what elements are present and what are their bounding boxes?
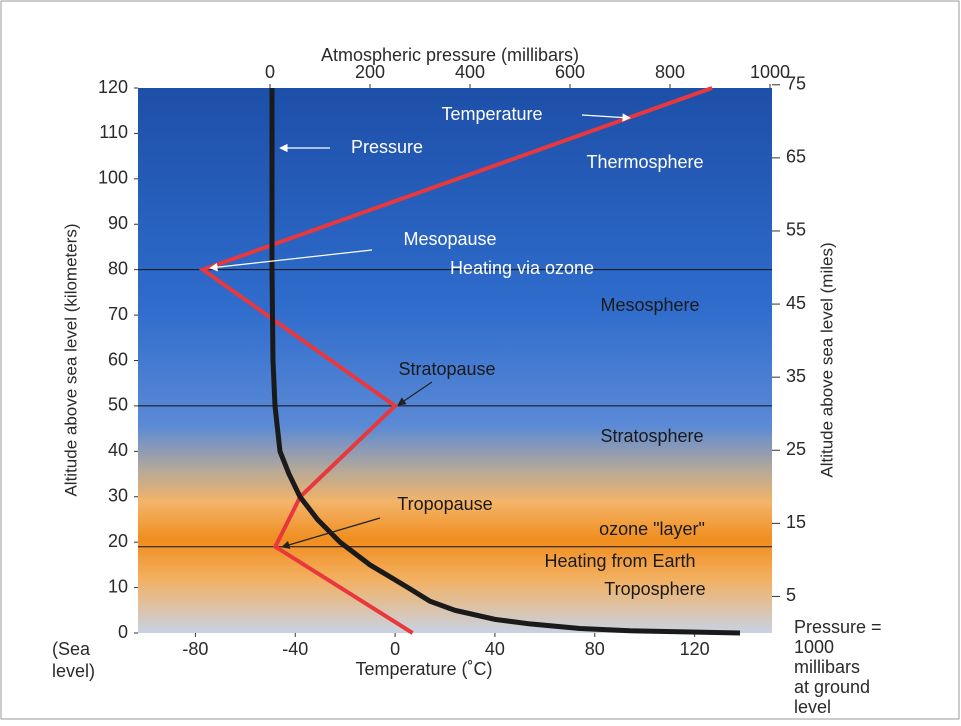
y-tick-label: 30 bbox=[108, 486, 128, 506]
annotation: Heating from Earth bbox=[544, 551, 695, 571]
x2-axis-title: Atmospheric pressure (millibars) bbox=[321, 45, 579, 65]
ground-pressure-note: at ground bbox=[794, 677, 870, 697]
x2-tick-label: 400 bbox=[455, 62, 485, 82]
annotation: Heating via ozone bbox=[450, 258, 594, 278]
annotation: Mesopause bbox=[403, 229, 496, 249]
y2-tick-label: 5 bbox=[786, 585, 796, 605]
x-tick-label: 120 bbox=[680, 639, 710, 659]
x2-tick-label: 600 bbox=[555, 62, 585, 82]
x-tick-label: -80 bbox=[182, 639, 208, 659]
y-tick-label: 60 bbox=[108, 349, 128, 369]
sea-level-label: level) bbox=[52, 661, 95, 681]
sea-level-label: (Sea bbox=[52, 639, 91, 659]
y2-tick-label: 25 bbox=[786, 439, 806, 459]
y2-tick-label: 65 bbox=[786, 147, 806, 167]
y2-tick-label: 15 bbox=[786, 512, 806, 532]
y2-tick-label: 55 bbox=[786, 220, 806, 240]
y2-axis-title: Altitude above sea level (miles) bbox=[817, 242, 836, 477]
series-label: Temperature bbox=[441, 104, 542, 124]
x-tick-label: 40 bbox=[485, 639, 505, 659]
y-tick-label: 70 bbox=[108, 304, 128, 324]
y-tick-label: 0 bbox=[118, 622, 128, 642]
y-tick-label: 40 bbox=[108, 440, 128, 460]
chart: 0 10 20 30 40 50 60 70 80 90 100 110 120 5 15 25 35 45 55 6… bbox=[0, 0, 961, 721]
y-tick-label: 50 bbox=[108, 395, 128, 415]
y-tick-label: 10 bbox=[108, 576, 128, 596]
y2-tick-label: 45 bbox=[786, 293, 806, 313]
x-tick-label: 0 bbox=[390, 639, 400, 659]
annotation: ozone "layer" bbox=[599, 519, 705, 539]
annotation: Thermosphere bbox=[586, 152, 703, 172]
y2-tick-label: 35 bbox=[786, 366, 806, 386]
y-tick-label: 80 bbox=[108, 258, 128, 278]
x2-tick-label: 1000 bbox=[750, 62, 790, 82]
x-tick-label: 80 bbox=[585, 639, 605, 659]
ground-pressure-note: millibars bbox=[794, 657, 860, 677]
y-tick-label: 110 bbox=[99, 122, 128, 142]
annotation: Troposphere bbox=[604, 579, 705, 599]
x2-tick-label: 800 bbox=[655, 62, 685, 82]
annotation: Stratosphere bbox=[600, 426, 703, 446]
ground-pressure-note: Pressure = bbox=[794, 617, 882, 637]
series-label: Pressure bbox=[351, 137, 423, 157]
x-tick-label: -40 bbox=[282, 639, 308, 659]
annotation: Tropopause bbox=[397, 494, 492, 514]
y-tick-label: 20 bbox=[108, 531, 128, 551]
ground-pressure-note: level bbox=[794, 697, 831, 717]
ground-pressure-note: 1000 bbox=[794, 637, 834, 657]
x-axis-title: Temperature (˚C) bbox=[355, 659, 492, 679]
y-tick-label: 90 bbox=[108, 213, 128, 233]
x2-tick-label: 0 bbox=[265, 62, 275, 82]
annotation: Stratopause bbox=[398, 359, 495, 379]
x2-tick-label: 200 bbox=[355, 62, 385, 82]
y-axis-title: Altitude above sea level (kilometers) bbox=[61, 223, 80, 496]
y-tick-label: 120 bbox=[98, 77, 128, 97]
y-tick-label: 100 bbox=[98, 168, 128, 188]
annotation: Mesosphere bbox=[600, 295, 699, 315]
